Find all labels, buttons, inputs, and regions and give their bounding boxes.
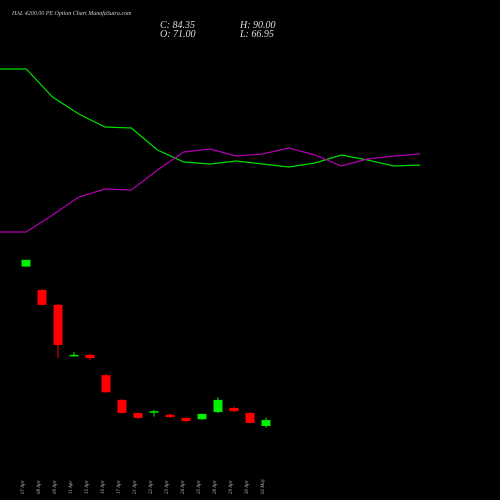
candle-body: [117, 399, 127, 413]
candle-body: [69, 354, 79, 357]
low-label: L: 66.95: [239, 29, 274, 40]
candle-body: [133, 412, 143, 418]
candle-body: [85, 354, 95, 359]
candle-body: [229, 408, 239, 412]
candle-body: [21, 259, 31, 267]
candle-body: [101, 375, 111, 393]
x-tick-label: 15 Apr: [85, 480, 90, 494]
indicator-line: [0, 68, 421, 168]
candle-body: [213, 399, 223, 413]
candle-body: [53, 304, 63, 345]
open-label: O: 71.00: [160, 29, 196, 40]
x-tick-label: 17 Apr: [117, 480, 122, 494]
x-tick-label: 24 Apr: [181, 480, 186, 494]
x-tick-label: 22 Apr: [149, 480, 154, 494]
candle-body: [197, 413, 207, 420]
x-tick-label: 07 Apr: [21, 480, 26, 494]
x-tick-label: 23 Apr: [165, 480, 170, 494]
x-tick-label: 11 Apr: [69, 481, 74, 494]
candle-body: [37, 290, 47, 305]
x-tick-label: 21 Apr: [133, 480, 138, 494]
candle-body: [165, 414, 175, 418]
candle-body: [261, 420, 271, 427]
x-tick-label: 09 Apr: [53, 480, 58, 494]
x-tick-label: 30 Apr: [245, 480, 250, 494]
chart-title: HAL 4200.00 PE Option Chart MunafaSutra.…: [11, 10, 132, 17]
x-tick-label: 08 Apr: [37, 480, 42, 494]
indicator-line: [0, 147, 421, 233]
x-tick-label: 02 May: [261, 478, 266, 494]
candle-body: [149, 411, 159, 413]
high-label: H: 90.00: [239, 20, 276, 31]
close-label: C: 84.35: [160, 20, 195, 31]
x-tick-label: 16 Apr: [101, 480, 106, 494]
x-tick-label: 25 Apr: [197, 480, 202, 494]
x-tick-label: 29 Apr: [229, 480, 234, 494]
candle-body: [245, 412, 255, 423]
x-tick-label: 28 Apr: [213, 480, 218, 494]
candle-body: [181, 417, 191, 422]
